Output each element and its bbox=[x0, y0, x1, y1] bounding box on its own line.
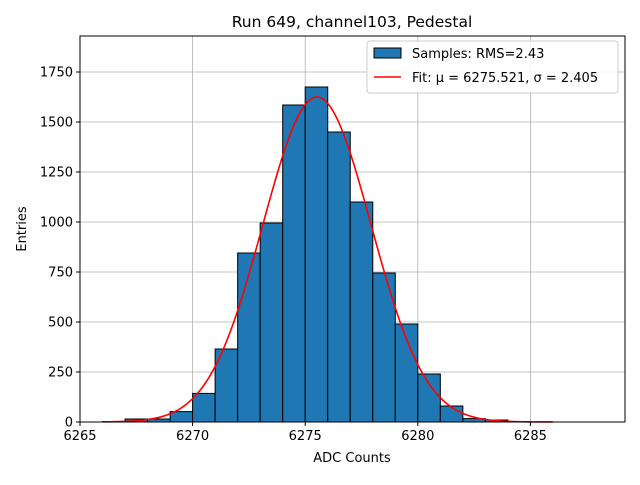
histogram-bar bbox=[170, 412, 193, 422]
histogram-bar bbox=[418, 374, 441, 422]
histogram-bar bbox=[238, 253, 261, 422]
x-tick-label: 6280 bbox=[401, 429, 434, 444]
y-tick-label: 0 bbox=[65, 416, 73, 431]
y-axis-label: Entries bbox=[15, 206, 30, 252]
legend: Samples: RMS=2.43 Fit: μ = 6275.521, σ =… bbox=[367, 41, 618, 93]
legend-label-samples: Samples: RMS=2.43 bbox=[412, 47, 544, 62]
chart-title: Run 649, channel103, Pedestal bbox=[232, 13, 473, 31]
histogram-bar bbox=[350, 202, 373, 422]
histogram-bar bbox=[440, 406, 463, 422]
y-tick-label: 1250 bbox=[40, 166, 73, 181]
legend-bar-swatch bbox=[374, 48, 401, 58]
y-tick-label: 250 bbox=[48, 366, 73, 381]
y-tick-label: 750 bbox=[48, 266, 73, 281]
y-tick-label: 1750 bbox=[40, 66, 73, 81]
histogram-bar bbox=[328, 132, 351, 422]
y-tick-label: 1500 bbox=[40, 116, 73, 131]
histogram-bar bbox=[260, 223, 283, 422]
x-tick-label: 6270 bbox=[176, 429, 209, 444]
y-tick-label: 1000 bbox=[40, 216, 73, 231]
histogram-bar bbox=[193, 393, 216, 422]
x-axis-label: ADC Counts bbox=[313, 451, 391, 466]
histogram-bar bbox=[283, 105, 306, 422]
y-tick-label: 500 bbox=[48, 316, 73, 331]
x-tick-label: 6275 bbox=[289, 429, 322, 444]
x-tick-label: 6285 bbox=[514, 429, 547, 444]
legend-label-fit: Fit: μ = 6275.521, σ = 2.405 bbox=[412, 71, 598, 86]
x-tick-label: 6265 bbox=[63, 429, 96, 444]
histogram-bar bbox=[305, 87, 328, 422]
